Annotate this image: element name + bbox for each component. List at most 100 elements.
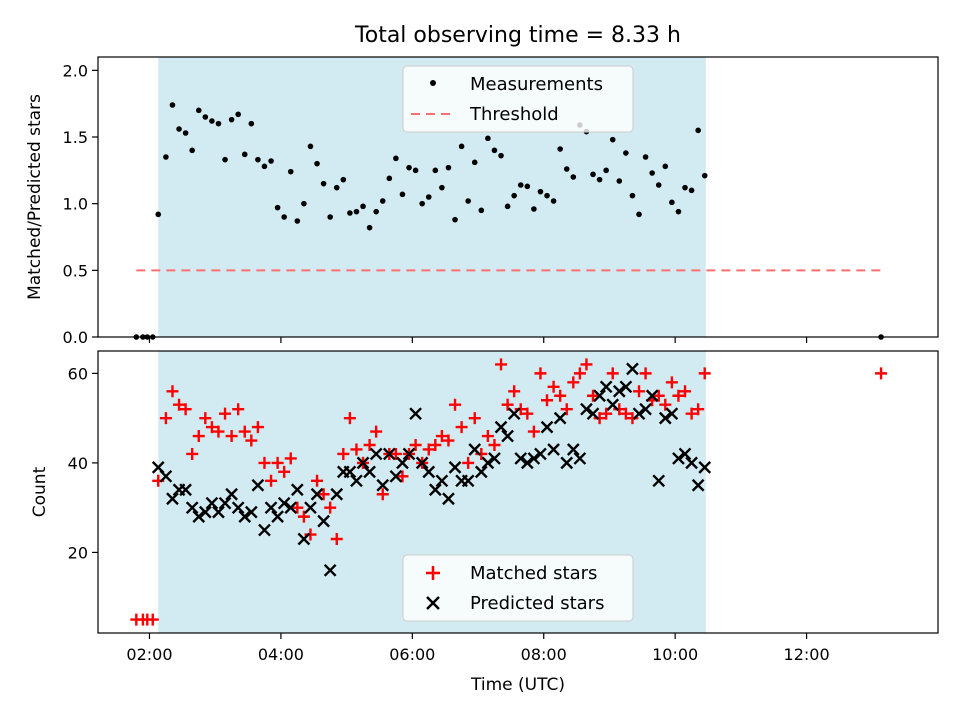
measurement-point — [386, 175, 393, 182]
matched-star-marker — [665, 376, 678, 389]
threshold-legend-label: Threshold — [469, 104, 559, 125]
ratio-legend: Measurements Threshold — [402, 65, 634, 133]
matched-star-marker — [521, 407, 534, 420]
measurement-point — [655, 182, 662, 188]
predicted-star-marker — [258, 523, 271, 537]
matched-star-marker — [265, 474, 278, 487]
predicted-star-marker — [652, 474, 666, 488]
matched-star-marker — [501, 398, 514, 411]
predicted-star-marker — [264, 501, 278, 515]
matched-star-marker — [514, 403, 527, 416]
measurement-point — [314, 160, 320, 167]
predicted-star-marker — [179, 483, 192, 497]
count-ytick-label: 60 — [68, 364, 88, 383]
measurement-point — [537, 188, 544, 195]
measurement-point — [287, 168, 294, 175]
measurement-point — [596, 176, 603, 183]
time-xtick-label: 08:00 — [521, 645, 567, 664]
matched-star-marker — [251, 421, 264, 434]
matched-star-marker — [225, 430, 238, 443]
matched-star-marker — [527, 425, 540, 438]
ratio-ytick-label: 1.5 — [63, 128, 88, 147]
measurement-point — [603, 167, 609, 174]
predicted-star-marker — [566, 443, 580, 456]
measurement-point — [327, 214, 333, 220]
matched-star-marker — [475, 447, 488, 460]
predicted-legend-label: Predicted stars — [470, 593, 604, 614]
matched-star-marker — [541, 394, 554, 407]
measurement-point — [524, 183, 531, 190]
predicted-star-marker — [317, 514, 330, 528]
predicted-star-marker — [665, 407, 679, 421]
matched-star-marker — [422, 443, 435, 456]
measurement-point — [360, 203, 366, 210]
measurement-point — [419, 200, 425, 207]
measurement-point — [189, 147, 195, 154]
predicted-star-marker — [212, 505, 225, 519]
matched-star-marker — [271, 456, 284, 469]
measurement-point — [373, 208, 379, 215]
measurement-point — [471, 159, 478, 166]
measurement-point — [163, 154, 169, 160]
matched-star-marker — [659, 398, 672, 411]
predicted-star-marker — [198, 505, 212, 519]
measurement-point — [255, 156, 261, 163]
matched-star-marker — [324, 501, 337, 514]
predicted-star-marker — [494, 420, 508, 434]
measurement-point — [333, 184, 340, 191]
predicted-star-marker — [402, 447, 416, 461]
matched-star-marker — [449, 398, 462, 411]
count-panel: 20 40 60 02:00 04:00 06:00 08:00 10:00 12:00 Cou… — [30, 350, 939, 695]
matched-star-marker — [179, 403, 192, 416]
predicted-star-marker — [225, 487, 238, 501]
count-panel-frame — [97, 350, 939, 634]
matched-star-marker — [205, 421, 218, 434]
ratio-legend-box — [402, 65, 634, 133]
matched-star-marker — [409, 439, 422, 451]
matched-star-marker — [219, 407, 232, 420]
predicted-star-marker — [409, 407, 422, 421]
predicted-star-marker — [685, 456, 698, 470]
measurement-point — [340, 176, 347, 183]
predicted-star-marker — [612, 384, 626, 398]
matched-star-marker — [495, 358, 508, 371]
matched-star-marker — [685, 407, 698, 420]
matched-star-marker — [639, 367, 652, 380]
chart-title: Total observing time = 8.33 h — [354, 23, 681, 48]
matched-star-marker — [146, 613, 159, 626]
time-xtick-label: 02:00 — [126, 645, 172, 664]
matched-star-marker — [580, 358, 593, 371]
matched-star-marker — [376, 488, 389, 501]
matched-star-marker — [238, 425, 251, 438]
predicted-star-marker — [560, 456, 574, 470]
predicted-star-marker — [428, 483, 442, 497]
predicted-star-marker — [488, 452, 501, 465]
count-axis-ticks: 20 40 60 02:00 04:00 06:00 08:00 10:00 12:00 — [68, 364, 830, 664]
predicted-star-marker — [599, 380, 613, 394]
measurement-point — [675, 208, 682, 215]
measurement-point — [202, 114, 209, 120]
measurement-point — [458, 143, 465, 150]
measurement-point — [563, 166, 570, 172]
predicted-star-markers — [151, 362, 712, 577]
count-legend-box — [402, 554, 634, 622]
matched-star-marker — [258, 456, 271, 469]
matched-star-marker — [370, 425, 383, 438]
measurement-point — [195, 107, 202, 114]
matched-star-marker — [389, 447, 402, 460]
measurement-point — [695, 127, 701, 134]
predicted-star-marker — [343, 465, 357, 479]
predicted-star-marker — [672, 452, 685, 465]
matched-star-marker — [350, 443, 363, 456]
measurement-point — [629, 192, 636, 199]
measurement-point — [209, 118, 215, 124]
matched-star-marker — [573, 367, 586, 380]
matched-star-marker — [613, 403, 626, 416]
ratio-panel: 0.00.51.01.52.0 Matched/Predicted stars … — [25, 56, 939, 347]
time-axis-title: Time (UTC) — [470, 675, 565, 695]
predicted-star-marker — [166, 492, 179, 506]
matched-star-marker — [186, 447, 199, 460]
matched-star-marker — [587, 389, 600, 402]
matched-star-marker — [698, 367, 711, 380]
predicted-star-marker — [159, 469, 173, 483]
